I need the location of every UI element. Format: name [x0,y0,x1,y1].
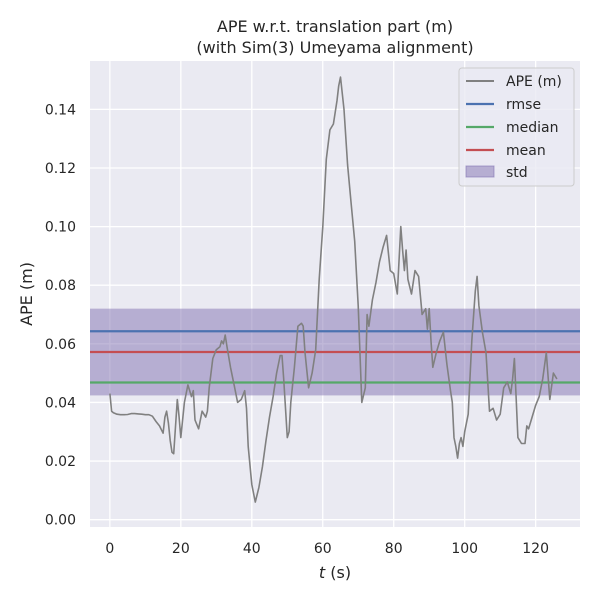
x-tick-label: 20 [172,541,190,557]
legend-std-swatch [465,165,495,178]
legend-std-label: std [506,165,528,181]
x-axis-label-var: t [319,563,326,582]
legend-median-label: median [506,120,558,136]
x-axis-label: t (s) [319,563,351,582]
x-axis-label-unit: (s) [325,563,351,582]
y-tick-label: 0.00 [45,513,76,529]
legend-mean-label: mean [506,143,546,159]
y-tick-label: 0.02 [45,454,76,470]
x-tick-label: 100 [451,541,478,557]
y-tick-labels: 0.00 0.02 0.04 0.06 0.08 0.10 0.12 0.14 [45,102,76,528]
legend-box [458,67,575,187]
x-tick-label: 80 [385,541,403,557]
ape-series-line [109,76,558,503]
y-tick-label: 0.06 [45,337,76,353]
x-tick-labels: 0 20 40 60 80 100 120 [105,541,549,557]
x-tick-label: 60 [314,541,332,557]
chart-title-line1: APE w.r.t. translation part (m) [217,17,453,36]
chart-title-line2: (with Sim(3) Umeyama alignment) [196,38,473,57]
x-tick-label: 120 [522,541,549,557]
y-axis-label: APE (m) [17,262,36,326]
legend-ape-label: APE (m) [506,74,562,90]
y-tick-label: 0.12 [45,161,76,177]
y-tick-label: 0.08 [45,278,76,294]
legend: APE (m) rmse median mean std [458,67,575,187]
y-tick-label: 0.04 [45,395,76,411]
x-tick-label: 0 [105,541,114,557]
y-tick-label: 0.10 [45,220,76,236]
legend-rmse-label: rmse [506,97,541,113]
y-tick-label: 0.14 [45,102,76,118]
x-tick-label: 40 [243,541,261,557]
